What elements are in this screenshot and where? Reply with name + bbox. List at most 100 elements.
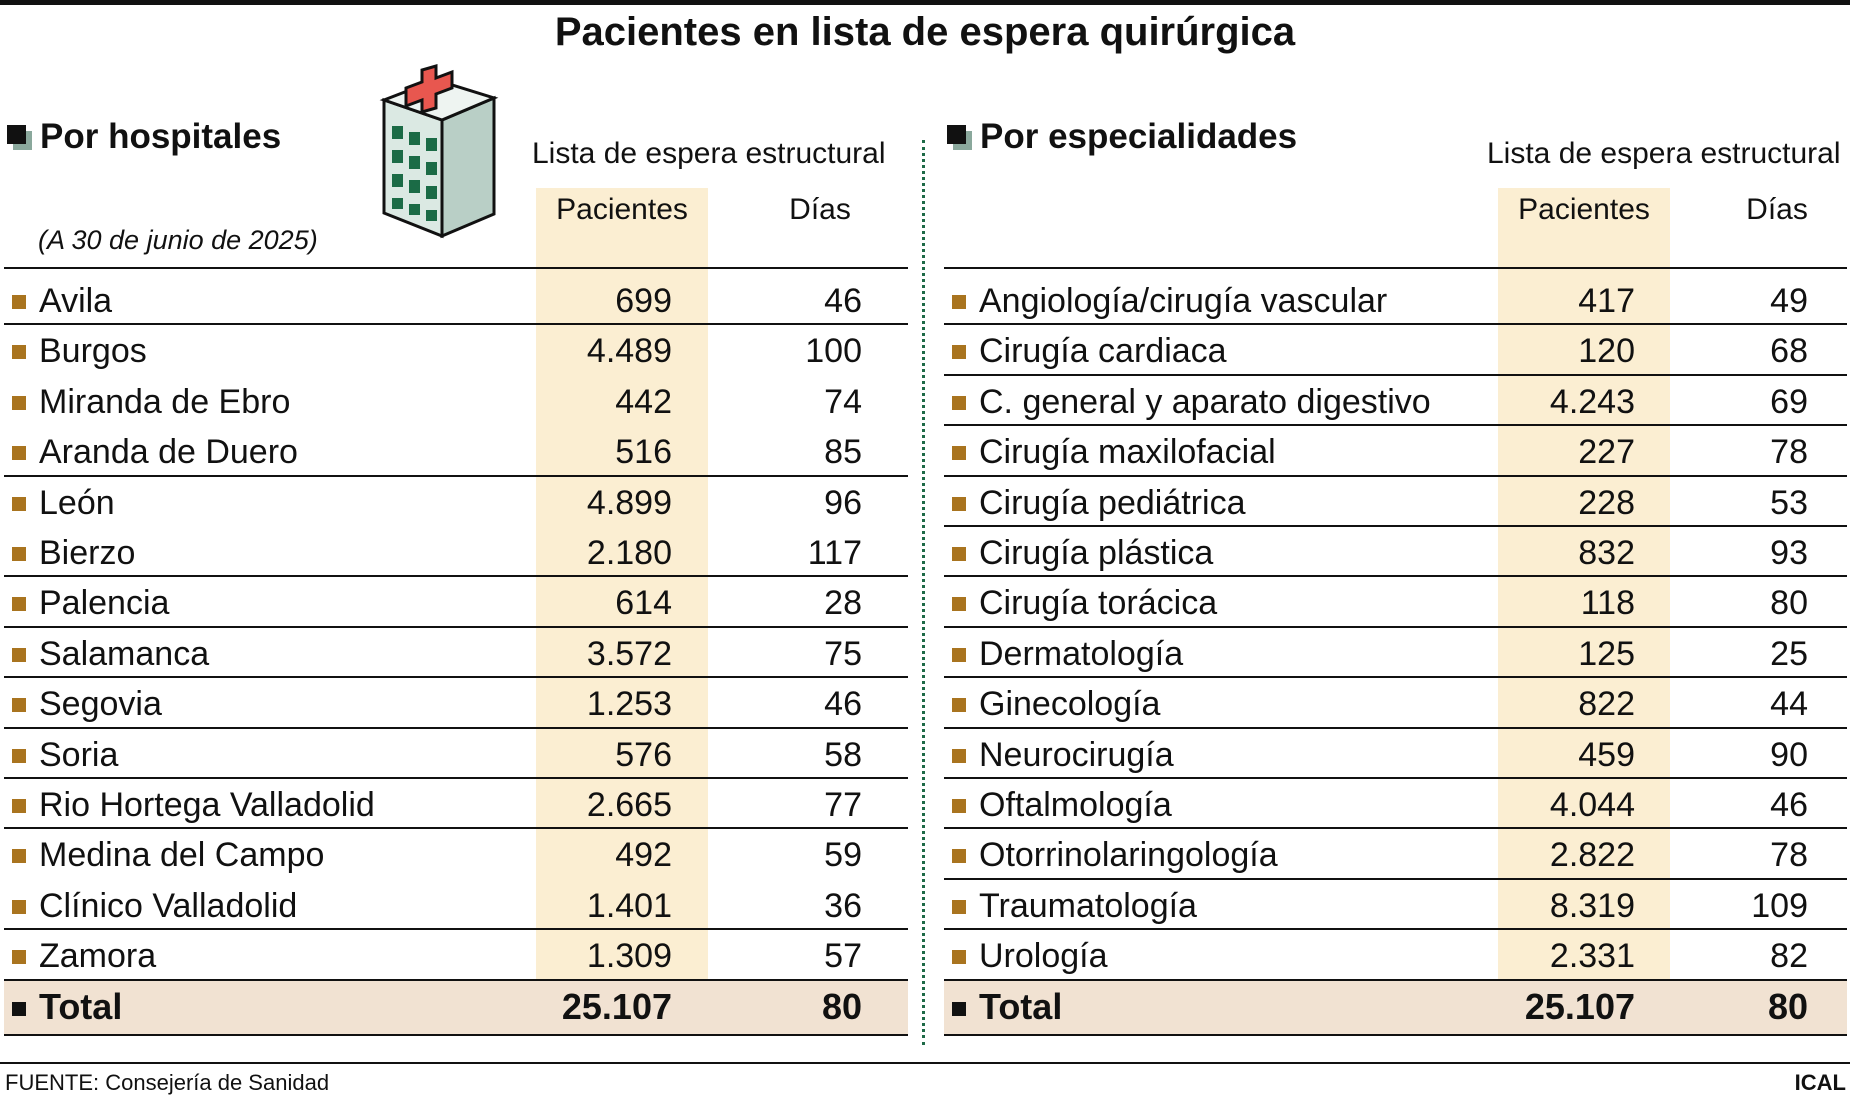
row-rule bbox=[944, 676, 1847, 678]
row-label-text: León bbox=[39, 483, 115, 522]
source-note: FUENTE: Consejería de Sanidad bbox=[5, 1070, 330, 1095]
chart-title: Pacientes en lista de espera quirúrgica bbox=[554, 10, 1296, 54]
row-label: Ginecología bbox=[946, 679, 1160, 729]
patients-value: 125 bbox=[1578, 634, 1635, 673]
row-label: Salamanca bbox=[6, 629, 209, 679]
row-label-text: Dermatología bbox=[979, 634, 1184, 673]
left-subtitle: (A 30 de junio de 2025) bbox=[38, 225, 318, 255]
patients-value: 25.107 bbox=[561, 985, 672, 1027]
days-value: 58 bbox=[824, 735, 862, 774]
patients-value: 699 bbox=[615, 282, 672, 320]
top-rule bbox=[0, 0, 1850, 5]
days-value: 75 bbox=[824, 634, 862, 673]
row-label: Cirugía pediátrica bbox=[946, 478, 1245, 528]
bullet-square-icon bbox=[12, 1001, 26, 1016]
days-value: 57 bbox=[824, 937, 862, 976]
row-rule bbox=[4, 727, 908, 729]
patients-value: 1.401 bbox=[586, 886, 672, 925]
row-rule bbox=[944, 475, 1847, 477]
bullet-square-icon bbox=[12, 395, 26, 410]
days-value: 36 bbox=[824, 886, 862, 925]
patients-value: 1.309 bbox=[586, 937, 672, 976]
days-value: 93 bbox=[1770, 534, 1808, 572]
days-value: 80 bbox=[1767, 985, 1808, 1027]
total-bottom-rule bbox=[4, 1034, 908, 1036]
bullet-square-icon bbox=[952, 547, 966, 561]
row-rule bbox=[944, 777, 1847, 779]
right-patients-column-highlight bbox=[1498, 188, 1670, 985]
bullet-square-icon bbox=[952, 496, 966, 511]
bullet-square-icon bbox=[12, 950, 26, 965]
bullet-square-icon bbox=[952, 395, 966, 410]
left-panel-header: Por hospitales bbox=[7, 117, 281, 157]
row-rule bbox=[944, 323, 1847, 325]
patients-value: 417 bbox=[1578, 282, 1635, 320]
bullet-square-icon bbox=[952, 446, 966, 461]
row-rule bbox=[944, 626, 1847, 628]
days-value: 25 bbox=[1770, 634, 1808, 673]
patients-value: 492 bbox=[615, 836, 672, 875]
bullet-square-icon bbox=[12, 799, 26, 813]
right-col-days: Días bbox=[1746, 193, 1808, 226]
row-label: Urología bbox=[946, 931, 1108, 981]
row-label: Soria bbox=[6, 730, 118, 780]
row-label: Neurocirugía bbox=[946, 730, 1174, 780]
row-rule bbox=[944, 878, 1847, 880]
row-label-text: Angiología/cirugía vascular bbox=[979, 282, 1388, 320]
patients-value: 516 bbox=[615, 433, 672, 472]
row-label-text: Ginecología bbox=[979, 685, 1161, 724]
days-value: 49 bbox=[1770, 282, 1808, 320]
total-band bbox=[4, 979, 908, 1036]
days-value: 59 bbox=[824, 836, 862, 875]
days-value: 46 bbox=[1770, 786, 1808, 824]
row-label-text: Miranda de Ebro bbox=[39, 382, 291, 421]
patients-value: 4.489 bbox=[586, 332, 672, 371]
row-label-text: Cirugía plástica bbox=[979, 534, 1214, 572]
bullet-square-icon bbox=[12, 446, 26, 461]
row-label: Burgos bbox=[6, 326, 147, 376]
row-label-text: Cirugía torácica bbox=[979, 584, 1218, 623]
row-rule bbox=[4, 475, 908, 477]
row-label: León bbox=[6, 478, 115, 528]
patients-value: 576 bbox=[615, 735, 672, 774]
bottom-rule bbox=[0, 1062, 1850, 1064]
row-rule bbox=[4, 827, 908, 829]
patients-value: 614 bbox=[615, 584, 672, 623]
row-label: Zamora bbox=[6, 931, 156, 981]
row-label-text: C. general y aparato digestivo bbox=[979, 382, 1431, 421]
bullet-square-icon bbox=[952, 597, 966, 612]
days-value: 28 bbox=[824, 584, 862, 623]
row-label-text: Urología bbox=[979, 937, 1108, 976]
row-label: Miranda de Ebro bbox=[6, 377, 290, 427]
left-col-days: Días bbox=[789, 193, 851, 226]
days-value: 80 bbox=[821, 985, 862, 1027]
patients-value: 2.822 bbox=[1549, 836, 1635, 875]
days-value: 44 bbox=[1770, 685, 1808, 724]
bullet-square-icon bbox=[12, 899, 26, 914]
total-bottom-rule bbox=[944, 1034, 1847, 1036]
bullet-square-icon bbox=[952, 950, 966, 965]
row-label-text: Oftalmología bbox=[979, 786, 1172, 824]
bullet-square-icon bbox=[12, 345, 26, 360]
row-label: Cirugía maxilofacial bbox=[946, 427, 1276, 477]
row-rule bbox=[4, 626, 908, 628]
row-rule bbox=[4, 575, 908, 577]
right-header-text: Por especialidades bbox=[980, 117, 1298, 156]
row-label-text: Soria bbox=[39, 735, 119, 774]
patients-value: 3.572 bbox=[586, 634, 672, 673]
patients-value: 822 bbox=[1578, 685, 1635, 724]
agency-credit: ICAL bbox=[1794, 1070, 1846, 1095]
row-label: Otorrinolaringología bbox=[946, 830, 1278, 880]
right-header-rule bbox=[944, 267, 1847, 269]
bullet-square-icon bbox=[952, 899, 966, 914]
row-label: Angiología/cirugía vascular bbox=[946, 276, 1387, 326]
bullet-square-icon bbox=[952, 295, 966, 309]
row-label-text: Traumatología bbox=[979, 886, 1197, 925]
row-label: Cirugía plástica bbox=[946, 528, 1213, 578]
total-band bbox=[944, 979, 1847, 1036]
days-value: 78 bbox=[1770, 836, 1808, 875]
right-group-label: Lista de espera estructural bbox=[1487, 137, 1841, 170]
row-label-text: Cirugía pediátrica bbox=[979, 483, 1246, 522]
row-label: Bierzo bbox=[6, 528, 135, 578]
row-label-text: Total bbox=[39, 985, 123, 1027]
